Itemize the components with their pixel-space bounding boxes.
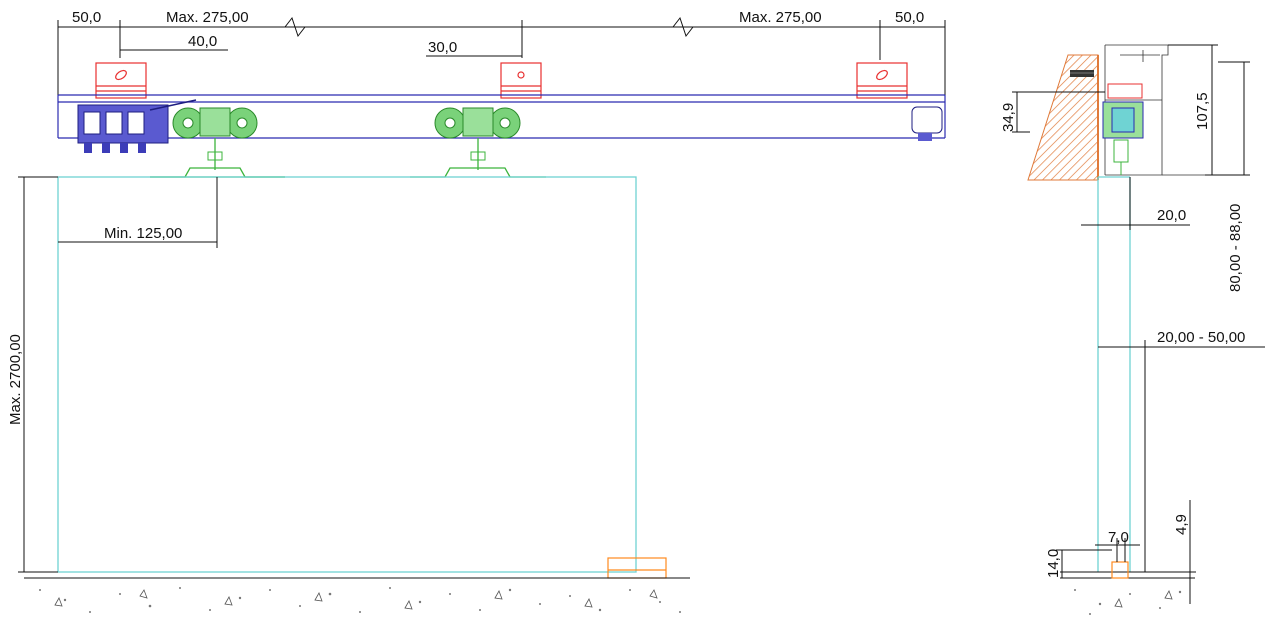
top-gap-dimension: 80,00 - 88,00 xyxy=(1218,61,1250,292)
mount-height-dimension: 34,9 xyxy=(1000,91,1105,133)
end-stop xyxy=(911,106,943,141)
ceiling-bracket-left xyxy=(95,62,147,99)
rail-profile xyxy=(1102,44,1205,176)
side-view: 34,9 107,5 80,00 - 88,00 20,0 20,00 - 50… xyxy=(1000,44,1265,615)
floor-side xyxy=(1060,555,1195,615)
dim-min-offset: Min. 125,00 xyxy=(104,225,182,242)
roller-trolley-right xyxy=(410,107,546,178)
dim-guide-width: 7,0 xyxy=(1108,529,1129,546)
dim-span-right: Max. 275,00 xyxy=(739,9,822,26)
floor-gap-dimension: 4,9 xyxy=(1145,500,1196,604)
gap-width-dimension: 20,0 xyxy=(1081,177,1190,230)
dim-gap-width: 20,0 xyxy=(1157,207,1186,224)
dim-bracket-mid: 30,0 xyxy=(428,39,457,56)
door-height-dimension: Max. 2700,00 xyxy=(7,176,58,573)
dim-top-gap: 80,00 - 88,00 xyxy=(1227,204,1244,292)
ceiling-bracket-mid xyxy=(500,62,542,99)
guide-width-dimension: 7,0 xyxy=(1095,529,1140,562)
dim-guide-height: 14,0 xyxy=(1045,549,1062,578)
soft-close-damper xyxy=(77,99,197,153)
dim-end-right: 50,0 xyxy=(895,9,924,26)
min-offset-dimension: Min. 125,00 xyxy=(58,177,218,248)
wall-gap-dimension: 20,00 - 50,00 xyxy=(1098,329,1265,572)
door-panel xyxy=(57,176,637,573)
front-view: 50,0 Max. 275,00 Max. 275,00 50,0 40,0 3… xyxy=(7,9,946,613)
dim-floor-gap: 4,9 xyxy=(1173,514,1190,535)
roller-trolley-left xyxy=(150,107,285,178)
floor-front xyxy=(24,577,690,613)
dim-span-left: Max. 275,00 xyxy=(166,9,249,26)
profile-height-dimension: 107,5 xyxy=(1168,44,1218,176)
top-dimension-chain: 50,0 Max. 275,00 Max. 275,00 50,0 40,0 3… xyxy=(57,9,946,100)
mounting-screw xyxy=(1070,70,1094,77)
dim-bracket-left: 40,0 xyxy=(188,33,217,50)
dim-profile-height: 107,5 xyxy=(1194,92,1211,130)
hanger-bolt xyxy=(1113,139,1129,175)
door-edge xyxy=(1097,176,1131,572)
floor-guide xyxy=(607,557,667,579)
dim-mount-height: 34,9 xyxy=(1000,103,1017,132)
guide-height-dimension: 14,0 xyxy=(1045,549,1112,578)
ceiling-bracket-right xyxy=(856,62,908,99)
dim-wall-gap: 20,00 - 50,00 xyxy=(1157,329,1245,346)
dim-door-height: Max. 2700,00 xyxy=(7,334,24,425)
dim-end-left: 50,0 xyxy=(72,9,101,26)
